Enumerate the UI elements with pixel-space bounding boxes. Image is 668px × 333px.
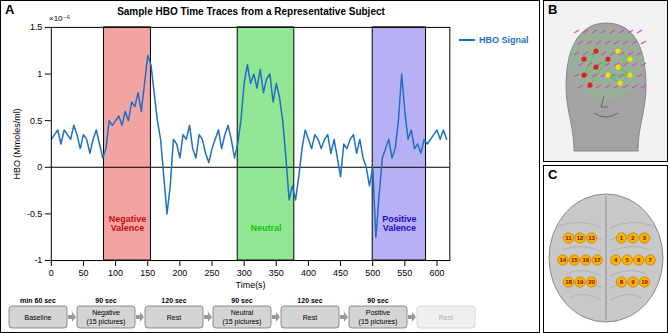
- svg-text:Baseline: Baseline: [25, 314, 52, 321]
- svg-text:100: 100: [108, 268, 123, 278]
- html-text:×10⁻⁶: ×10⁻⁶: [49, 14, 71, 23]
- svg-text:350: 350: [269, 268, 284, 278]
- svg-text:Neutral: Neutral: [231, 309, 254, 316]
- svg-text:7: 7: [649, 257, 653, 263]
- svg-text:1.5: 1.5: [30, 22, 42, 32]
- svg-text:Rest: Rest: [439, 314, 453, 321]
- svg-text:0: 0: [49, 268, 54, 278]
- svg-text:0: 0: [37, 162, 42, 172]
- svg-text:19: 19: [577, 279, 584, 285]
- svg-text:90 sec: 90 sec: [95, 297, 117, 304]
- svg-text:120 sec: 120 sec: [161, 297, 186, 304]
- svg-text:PositiveValence: PositiveValence: [382, 214, 416, 233]
- html-text:A: A: [5, 2, 15, 17]
- svg-text:18: 18: [565, 279, 572, 285]
- svg-text:11: 11: [565, 235, 572, 241]
- svg-text:13: 13: [588, 235, 595, 241]
- svg-text:20: 20: [588, 279, 595, 285]
- svg-text:-0.5: -0.5: [27, 209, 42, 219]
- svg-text:Rest: Rest: [167, 314, 181, 321]
- svg-text:Time(s): Time(s): [236, 280, 266, 290]
- svg-text:16: 16: [582, 257, 589, 263]
- html-text:Sample HBO Time Traces from a: Sample HBO Time Traces from a Representa…: [117, 6, 385, 17]
- svg-text:300: 300: [237, 268, 252, 278]
- svg-text:5: 5: [626, 257, 630, 263]
- svg-text:550: 550: [397, 268, 412, 278]
- svg-text:4: 4: [614, 257, 618, 263]
- svg-text:10: 10: [641, 279, 648, 285]
- svg-text:1: 1: [37, 69, 42, 79]
- svg-text:14: 14: [559, 257, 566, 263]
- svg-text:200: 200: [172, 268, 187, 278]
- svg-text:Negative: Negative: [92, 309, 120, 317]
- svg-text:-1: -1: [34, 255, 42, 265]
- svg-text:450: 450: [333, 268, 348, 278]
- html-text:HBO Signal: HBO Signal: [479, 35, 529, 45]
- svg-text:6: 6: [637, 257, 641, 263]
- svg-text:2: 2: [631, 235, 635, 241]
- svg-text:Positive: Positive: [366, 309, 391, 316]
- svg-text:400: 400: [301, 268, 316, 278]
- svg-text:(15 pictures): (15 pictures): [87, 318, 126, 326]
- svg-text:15: 15: [571, 257, 578, 263]
- svg-text:1: 1: [620, 235, 624, 241]
- svg-text:min 60 sec: min 60 sec: [20, 297, 56, 304]
- svg-text:8: 8: [620, 279, 624, 285]
- html-text:B: B: [548, 2, 558, 17]
- svg-text:HBO (Mmoles/ml): HBO (Mmoles/ml): [12, 108, 22, 179]
- svg-text:Rest: Rest: [303, 314, 317, 321]
- svg-text:(15 pictures): (15 pictures): [359, 318, 398, 326]
- svg-text:Neutral: Neutral: [251, 223, 282, 233]
- svg-text:(15 pictures): (15 pictures): [223, 318, 262, 326]
- svg-text:90 sec: 90 sec: [367, 297, 389, 304]
- svg-text:17: 17: [594, 257, 601, 263]
- svg-text:0.5: 0.5: [30, 116, 42, 126]
- svg-text:120 sec: 120 sec: [297, 297, 322, 304]
- svg-text:250: 250: [205, 268, 220, 278]
- svg-text:90 sec: 90 sec: [231, 297, 253, 304]
- svg-text:600: 600: [429, 268, 444, 278]
- svg-text:3: 3: [643, 235, 647, 241]
- html-text:C: C: [548, 167, 558, 182]
- svg-text:500: 500: [365, 268, 380, 278]
- svg-text:9: 9: [631, 279, 635, 285]
- svg-text:50: 50: [78, 268, 88, 278]
- svg-text:150: 150: [140, 268, 155, 278]
- svg-text:12: 12: [577, 235, 584, 241]
- svg-text:NegativeValence: NegativeValence: [109, 214, 146, 233]
